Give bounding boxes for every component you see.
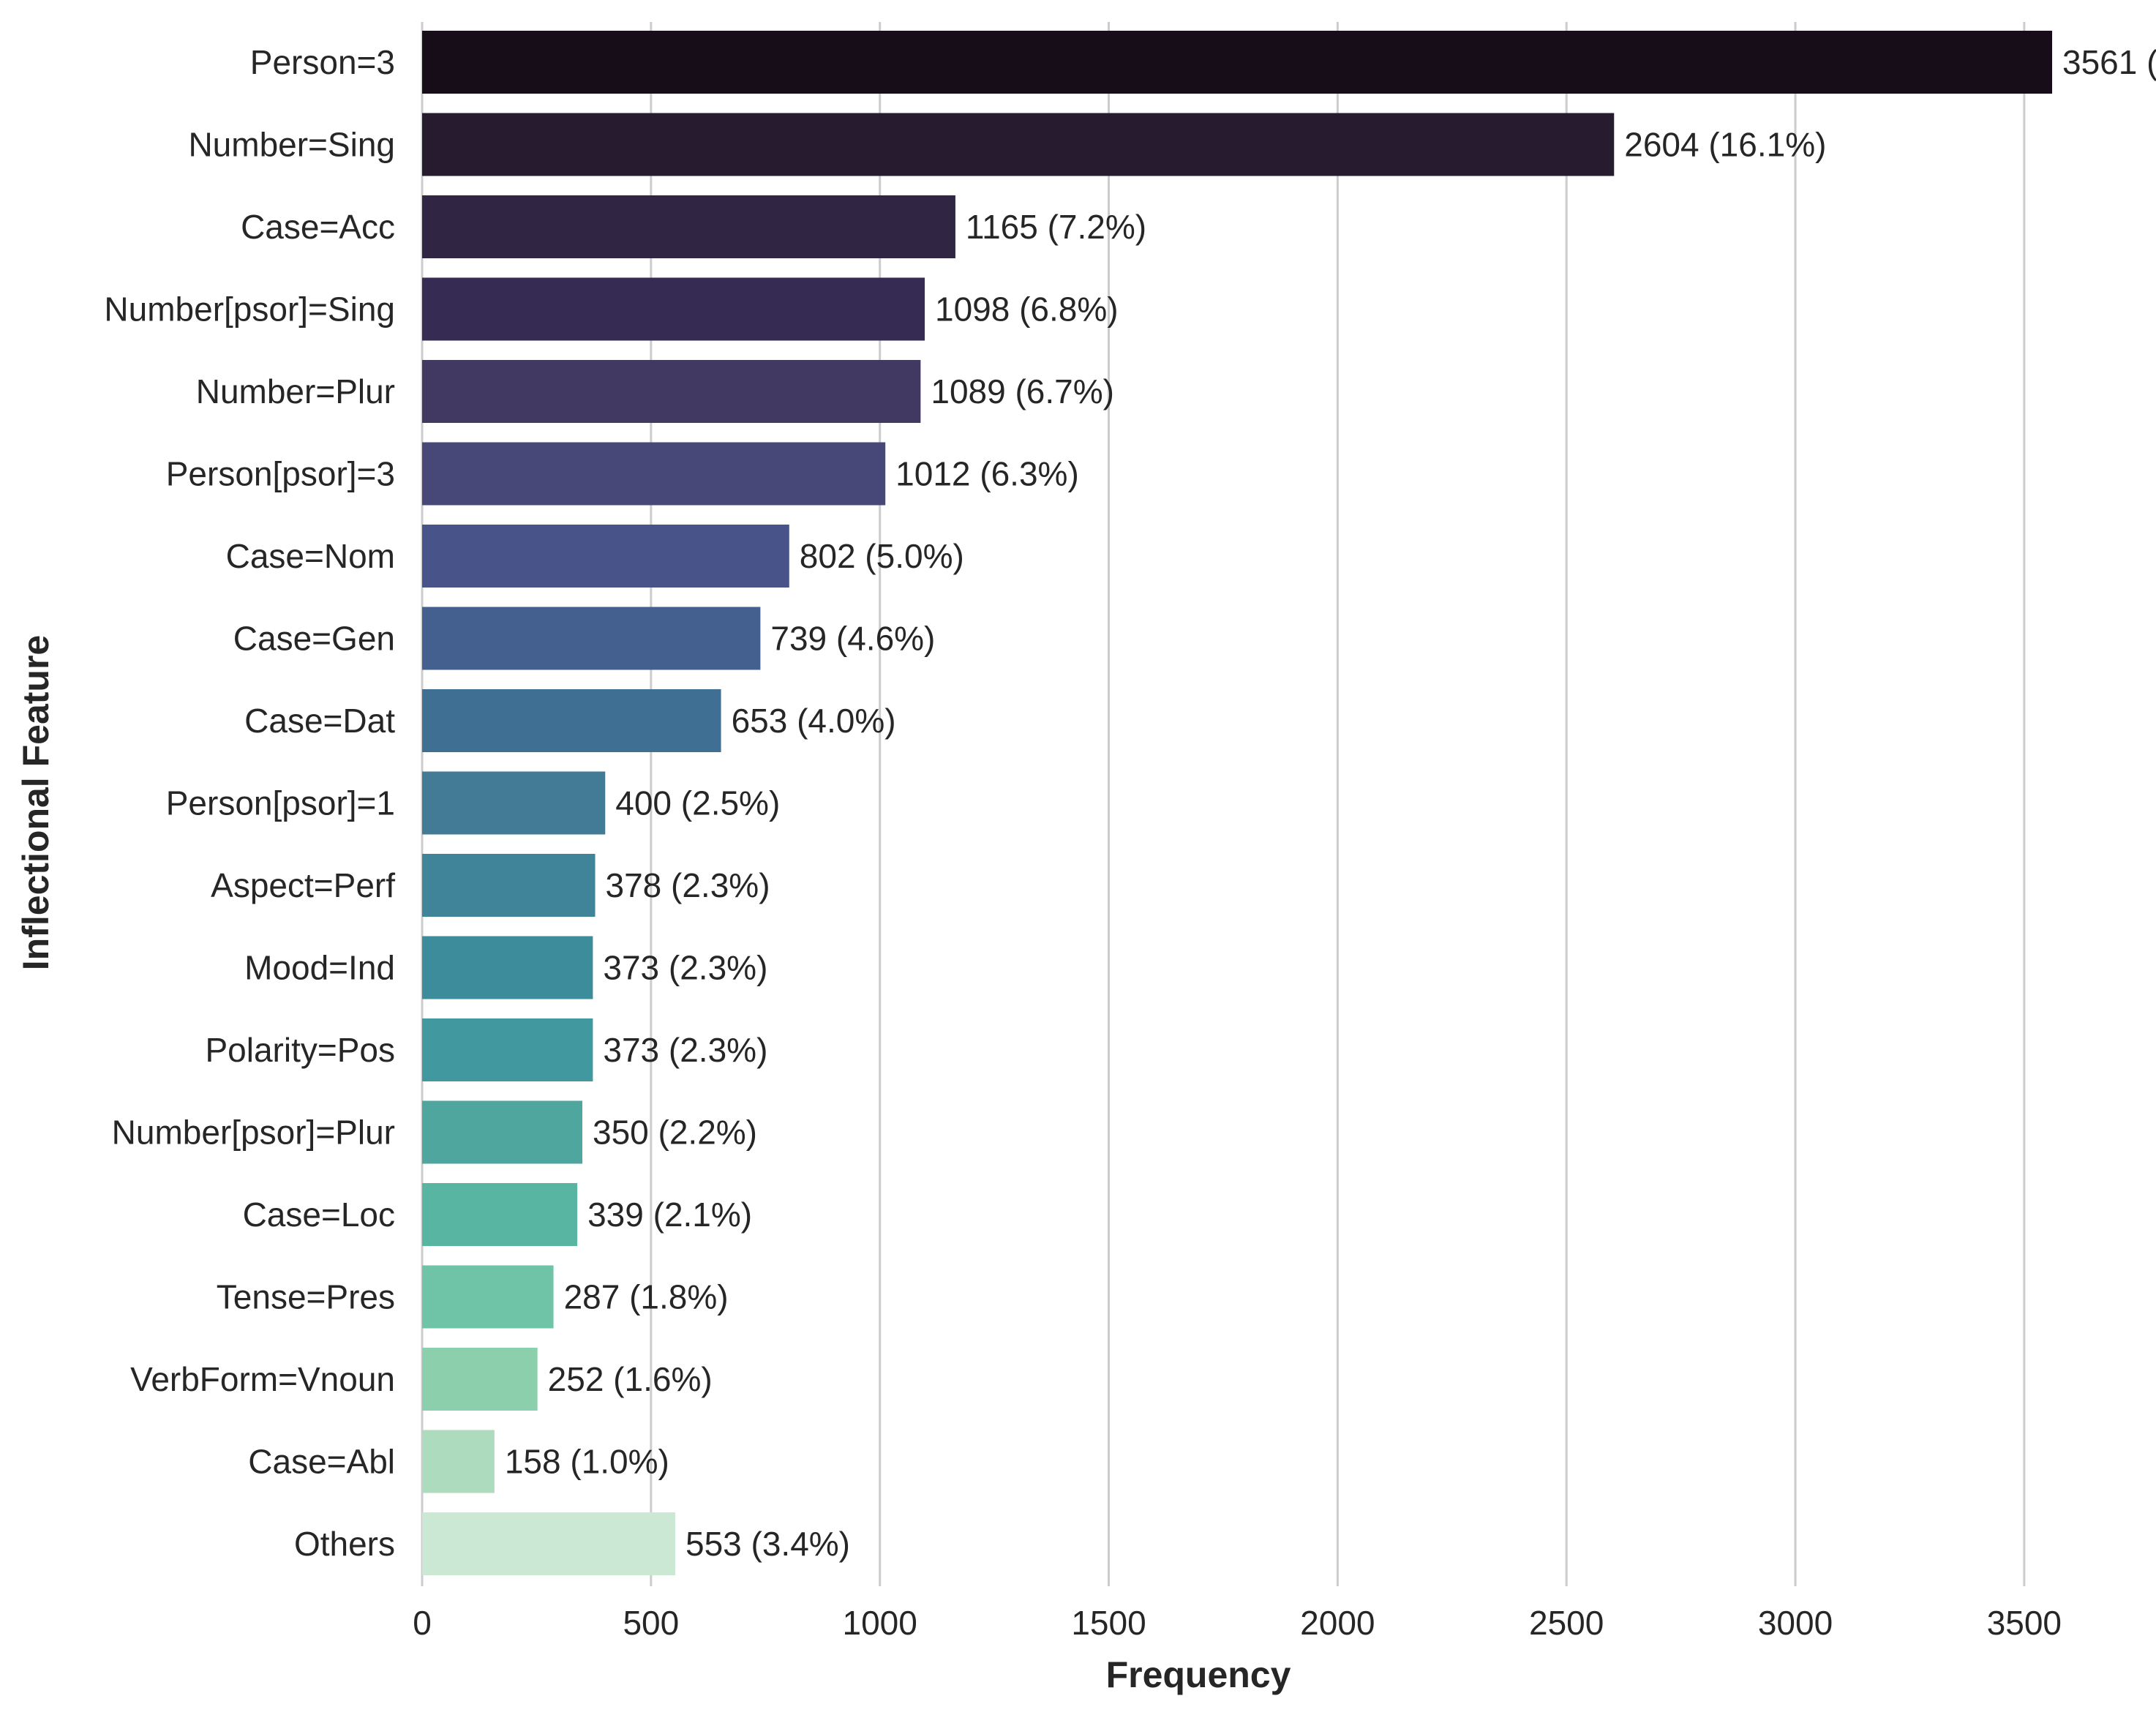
category-label: Person[psor]=3 — [166, 455, 395, 493]
data-label: 373 (2.3%) — [603, 949, 767, 987]
bar — [422, 1430, 495, 1493]
x-tick-labels: 0 500 1000 1500 2000 2500 3000 3500 — [413, 1604, 2062, 1642]
category-label: Mood=Ind — [244, 949, 395, 987]
bar — [422, 525, 789, 588]
category-label: Case=Acc — [241, 208, 395, 246]
data-labels: 3561 (22.0%) 2604 (16.1%) 1165 (7.2%) 1098 … — [505, 43, 2156, 1563]
data-label: 287 (1.8%) — [564, 1278, 729, 1316]
category-label: Case=Gen — [233, 620, 395, 658]
category-label: Number=Sing — [188, 126, 395, 164]
bar — [422, 1183, 578, 1246]
category-label: Aspect=Perf — [211, 866, 395, 904]
data-label: 653 (4.0%) — [732, 702, 896, 740]
category-label: Person[psor]=1 — [166, 784, 395, 822]
category-label: Case=Nom — [226, 537, 395, 575]
bar — [422, 442, 886, 506]
x-tick-label: 1000 — [843, 1604, 917, 1642]
x-tick-label: 3000 — [1758, 1604, 1833, 1642]
category-label: Case=Dat — [244, 702, 395, 740]
bar — [422, 195, 955, 258]
x-tick-label: 0 — [413, 1604, 432, 1642]
category-label: Polarity=Pos — [205, 1031, 395, 1069]
x-tick-label: 3500 — [1987, 1604, 2062, 1642]
bar — [422, 936, 593, 999]
x-tick-label: 2500 — [1529, 1604, 1604, 1642]
category-label: Number[psor]=Plur — [112, 1114, 395, 1152]
bar — [422, 1348, 538, 1411]
data-label: 802 (5.0%) — [800, 537, 964, 575]
bar-layer — [422, 31, 2053, 1575]
data-label: 373 (2.3%) — [603, 1031, 767, 1069]
data-label: 1098 (6.8%) — [935, 290, 1119, 329]
bar — [422, 1512, 675, 1575]
y-axis-title: Inflectional Feature — [15, 635, 56, 970]
bar — [422, 277, 925, 341]
category-labels: Person=3 Number=Sing Case=Acc Number[psor]=… — [104, 43, 395, 1563]
data-label: 553 (3.4%) — [686, 1525, 850, 1563]
data-label: 158 (1.0%) — [505, 1443, 669, 1481]
x-tick-label: 2000 — [1300, 1604, 1375, 1642]
data-label: 3561 (22.0%) — [2062, 43, 2156, 81]
data-label: 739 (4.6%) — [770, 620, 935, 658]
bar — [422, 1100, 582, 1164]
data-label: 1165 (7.2%) — [966, 208, 1146, 246]
x-axis-title: Frequency — [1106, 1654, 1291, 1695]
category-label: Number=Plur — [196, 372, 395, 410]
category-label: Case=Loc — [243, 1196, 395, 1234]
data-label: 1012 (6.3%) — [895, 455, 1079, 493]
x-tick-label: 500 — [623, 1604, 679, 1642]
bar — [422, 854, 596, 917]
x-tick-label: 1500 — [1071, 1604, 1146, 1642]
category-label: Tense=Pres — [217, 1278, 395, 1316]
data-label: 378 (2.3%) — [606, 866, 770, 904]
data-label: 2604 (16.1%) — [1624, 126, 1826, 164]
bar — [422, 113, 1615, 176]
bar — [422, 31, 2053, 94]
category-label: Others — [294, 1525, 395, 1563]
category-label: VerbForm=Vnoun — [130, 1360, 395, 1398]
bar — [422, 1265, 554, 1329]
data-label: 339 (2.1%) — [587, 1196, 752, 1234]
category-label: Number[psor]=Sing — [104, 290, 395, 329]
bar — [422, 1018, 593, 1081]
data-label: 1089 (6.7%) — [931, 372, 1114, 410]
category-label: Case=Abl — [248, 1443, 395, 1481]
category-label: Person=3 — [250, 43, 395, 81]
bar — [422, 771, 606, 835]
data-label: 400 (2.5%) — [615, 784, 780, 822]
bar — [422, 607, 761, 670]
data-label: 350 (2.2%) — [593, 1114, 757, 1152]
data-label: 252 (1.6%) — [548, 1360, 713, 1398]
bar — [422, 360, 921, 423]
bar — [422, 689, 721, 752]
